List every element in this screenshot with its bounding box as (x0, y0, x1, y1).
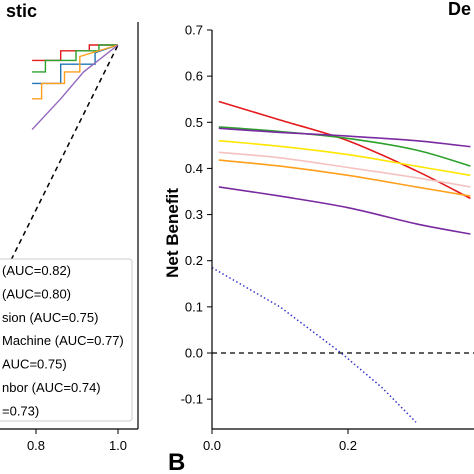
dca-series-line-5 (218, 159, 471, 197)
roc-legend-entry: nbor (AUC=0.74) (2, 380, 101, 395)
roc-legend-entry: (AUC=0.80) (2, 286, 71, 301)
roc-legend-entry: =0.73) (2, 403, 39, 418)
roc-panel: stic 0.8 1.0 (AUC=0.82) (AUC=0.80) sion (AU… (0, 1, 139, 453)
dca-y-tick-label: 0.0 (185, 346, 203, 361)
dca-ylabel: Net Benefit (163, 188, 182, 278)
dca-y-tick-label: 0.2 (185, 253, 203, 268)
roc-series-line-1 (32, 44, 118, 73)
dca-panel: De Net Benefit -0.1 0.0 0.1 0.2 0.3 0.4 0.5 0.6… (163, 0, 474, 474)
dca-y-tick-label: 0.1 (185, 299, 203, 314)
dca-y-ticks: -0.1 0.0 0.1 0.2 0.3 0.4 0.5 0.6 0.7 (181, 23, 212, 407)
dca-series-line-1 (218, 126, 471, 167)
dca-y-tick-label: 0.3 (185, 207, 203, 222)
roc-title: stic (6, 1, 37, 21)
roc-legend-entry: Machine (AUC=0.77) (2, 333, 124, 348)
dca-plot-area (211, 100, 474, 423)
dca-y-tick-label: 0.7 (185, 23, 203, 38)
dca-y-tick-label: 0.6 (185, 69, 203, 84)
roc-legend-entry: AUC=0.75) (2, 357, 67, 372)
roc-legend: (AUC=0.82) (AUC=0.80) sion (AUC=0.75) Machi… (2, 263, 124, 418)
dca-series-line-4 (218, 151, 471, 188)
dca-y-tick-label: -0.1 (181, 392, 203, 407)
dca-series-line-2 (218, 127, 471, 148)
roc-x-tick-label: 0.8 (27, 438, 45, 453)
dca-series-line-0 (218, 100, 471, 200)
roc-plot-area (0, 44, 119, 284)
roc-series-line-0 (32, 44, 118, 62)
dca-x-tick-label: 0.2 (339, 438, 357, 453)
roc-x-ticks: 0.8 1.0 (27, 429, 127, 453)
dca-series-line-6 (218, 186, 471, 235)
dca-y-tick-label: 0.5 (185, 115, 203, 130)
roc-series-line-4 (31, 44, 119, 130)
dca-title: De (448, 0, 471, 19)
roc-legend-box (0, 258, 133, 422)
roc-x-tick-label: 1.0 (109, 438, 127, 453)
roc-legend-entry: (AUC=0.82) (2, 263, 71, 278)
dca-series-line-3 (218, 139, 471, 177)
dca-x-tick-label: 0.0 (203, 438, 221, 453)
panel-label-b: B (168, 449, 185, 474)
dca-x-ticks: 0.0 0.2 (203, 429, 357, 453)
dca-y-tick-label: 0.4 (185, 161, 203, 176)
roc-series-line-3 (32, 44, 119, 100)
dca-treat-all-line (211, 266, 417, 423)
roc-legend-entry: sion (AUC=0.75) (2, 310, 98, 325)
